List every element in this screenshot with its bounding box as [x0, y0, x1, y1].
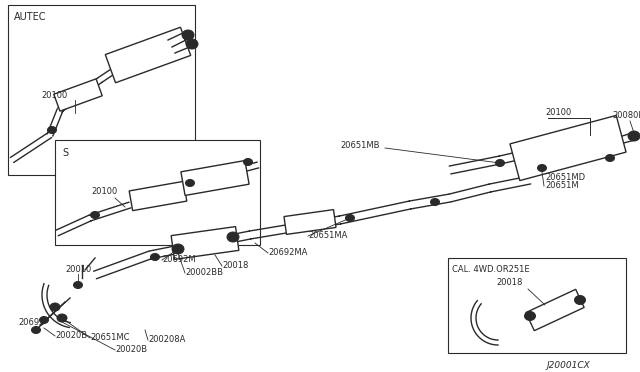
- Text: 20080M: 20080M: [612, 111, 640, 120]
- Ellipse shape: [182, 30, 194, 40]
- Text: 20692M: 20692M: [162, 255, 196, 264]
- Text: 20018: 20018: [497, 278, 523, 287]
- Text: 20018: 20018: [222, 261, 248, 270]
- Text: 20100: 20100: [545, 108, 572, 117]
- Ellipse shape: [74, 282, 83, 289]
- Ellipse shape: [150, 253, 159, 260]
- Ellipse shape: [525, 311, 536, 321]
- Text: 20651MD: 20651MD: [545, 173, 585, 182]
- Polygon shape: [54, 79, 102, 111]
- Ellipse shape: [90, 212, 99, 218]
- Ellipse shape: [227, 232, 239, 242]
- Ellipse shape: [186, 180, 195, 186]
- Polygon shape: [181, 161, 249, 195]
- Text: 20651MA: 20651MA: [308, 231, 348, 240]
- Polygon shape: [129, 182, 187, 211]
- Ellipse shape: [40, 317, 49, 324]
- Ellipse shape: [57, 314, 67, 322]
- Ellipse shape: [172, 244, 184, 254]
- Text: J20001CX: J20001CX: [547, 361, 590, 370]
- Text: 20651MB: 20651MB: [340, 141, 380, 150]
- Ellipse shape: [495, 160, 504, 167]
- Bar: [448, 258, 626, 353]
- Ellipse shape: [186, 39, 198, 49]
- Text: CAL. 4WD.OR251E: CAL. 4WD.OR251E: [452, 265, 530, 274]
- Text: 20692MA: 20692MA: [268, 248, 307, 257]
- Ellipse shape: [605, 154, 614, 161]
- Text: 20020B: 20020B: [115, 345, 147, 354]
- Text: 20002BB: 20002BB: [185, 268, 223, 277]
- Text: 20020B: 20020B: [55, 331, 87, 340]
- Ellipse shape: [538, 164, 547, 171]
- Bar: [55, 140, 260, 245]
- Ellipse shape: [346, 215, 355, 221]
- Bar: [8, 5, 195, 175]
- Text: 20100: 20100: [42, 91, 68, 100]
- Ellipse shape: [575, 295, 586, 305]
- Ellipse shape: [431, 199, 440, 205]
- Ellipse shape: [50, 303, 60, 311]
- Text: 20651M: 20651M: [545, 181, 579, 190]
- Text: S: S: [62, 148, 68, 158]
- Polygon shape: [526, 289, 584, 331]
- Text: AUTEC: AUTEC: [14, 12, 47, 22]
- Ellipse shape: [47, 126, 56, 134]
- Polygon shape: [284, 209, 336, 234]
- Text: 200208A: 200208A: [148, 335, 186, 344]
- Polygon shape: [106, 27, 191, 83]
- Text: 20651MC: 20651MC: [90, 333, 129, 342]
- Polygon shape: [510, 115, 626, 180]
- Text: 20100: 20100: [92, 187, 118, 196]
- Ellipse shape: [31, 327, 40, 334]
- Ellipse shape: [628, 131, 640, 141]
- Ellipse shape: [243, 158, 253, 166]
- Text: 20691: 20691: [18, 318, 44, 327]
- Polygon shape: [171, 227, 239, 259]
- Text: 20010: 20010: [65, 265, 92, 274]
